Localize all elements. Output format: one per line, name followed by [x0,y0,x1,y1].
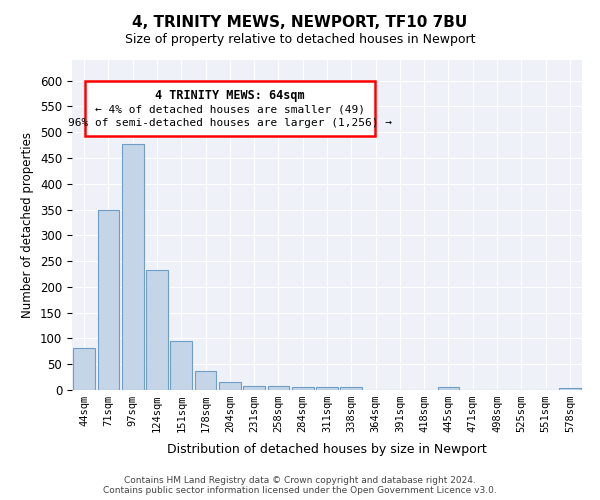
Bar [340,388,362,390]
X-axis label: Distribution of detached houses by size in Newport: Distribution of detached houses by size … [167,444,487,456]
Bar [97,210,119,390]
Bar [146,270,168,390]
Text: Contains HM Land Registry data © Crown copyright and database right 2024.
Contai: Contains HM Land Registry data © Crown c… [103,476,497,495]
Bar [437,388,460,390]
Text: ← 4% of detached houses are smaller (49): ← 4% of detached houses are smaller (49) [95,104,365,115]
Bar [316,388,338,390]
Bar [122,144,143,390]
Text: 96% of semi-detached houses are larger (1,256) →: 96% of semi-detached houses are larger (… [68,118,392,128]
Text: Size of property relative to detached houses in Newport: Size of property relative to detached ho… [125,32,475,46]
Text: 4 TRINITY MEWS: 64sqm: 4 TRINITY MEWS: 64sqm [155,89,305,102]
Bar [268,386,289,390]
Text: 4, TRINITY MEWS, NEWPORT, TF10 7BU: 4, TRINITY MEWS, NEWPORT, TF10 7BU [133,15,467,30]
Bar [170,340,192,390]
Bar [292,388,314,390]
Bar [219,382,241,390]
FancyBboxPatch shape [85,82,376,136]
Bar [559,388,581,390]
Bar [194,371,217,390]
Bar [73,348,95,390]
Bar [243,386,265,390]
Y-axis label: Number of detached properties: Number of detached properties [22,132,34,318]
